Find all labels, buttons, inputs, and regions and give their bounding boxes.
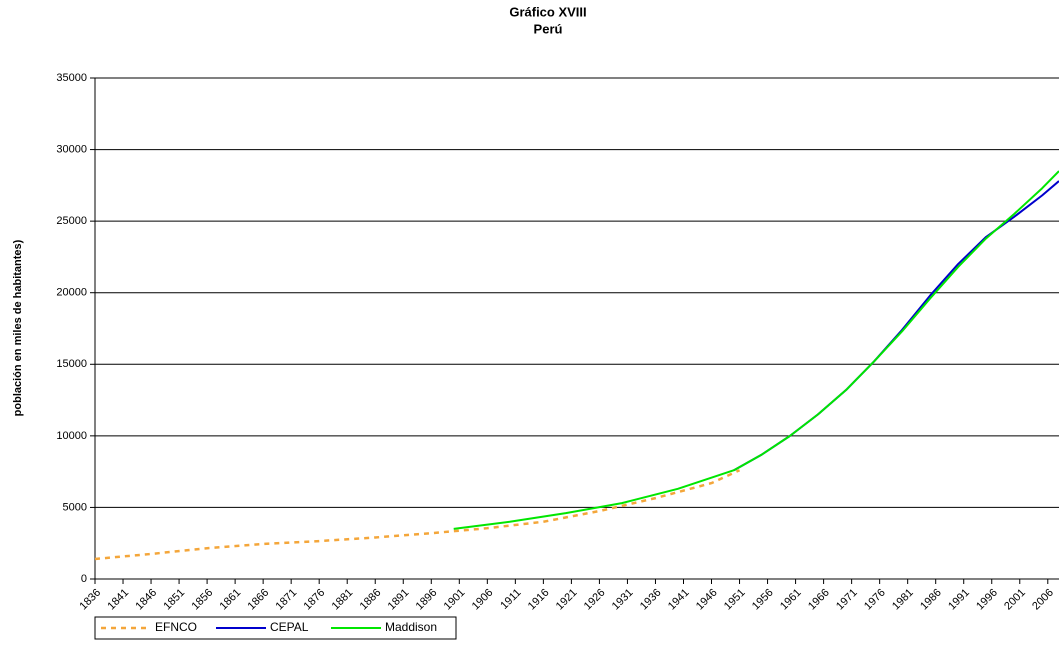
x-tick-label: 1991 — [946, 587, 972, 613]
x-tick-label: 1871 — [274, 587, 300, 613]
legend-label: Maddison — [385, 620, 437, 634]
x-tick-label: 1916 — [526, 587, 552, 613]
series-line — [94, 469, 741, 561]
x-tick-label: 1886 — [358, 587, 384, 613]
x-tick-label: 1966 — [806, 587, 832, 613]
x-tick-label: 2001 — [1002, 587, 1028, 613]
x-tick-label: 1981 — [890, 587, 916, 613]
series-line — [733, 180, 1059, 472]
x-tick-label: 1986 — [918, 587, 944, 613]
y-axis-title: población en miles de habitantes) — [12, 239, 24, 416]
chart-subtitle: Perú — [534, 21, 563, 36]
x-tick-label: 1941 — [666, 587, 692, 613]
x-tick-label: 1951 — [722, 587, 748, 613]
y-tick-label: 15000 — [56, 358, 87, 370]
x-tick-label: 1946 — [694, 587, 720, 613]
series-line — [453, 170, 1059, 530]
x-tick-label: 1866 — [246, 587, 272, 613]
x-tick-label: 1931 — [610, 587, 636, 613]
x-tick-label: 1936 — [638, 587, 664, 613]
x-tick-label: 1836 — [77, 587, 103, 613]
x-tick-label: 2006 — [1030, 587, 1056, 613]
x-tick-label: 1846 — [133, 587, 159, 613]
x-tick-label: 1891 — [386, 587, 412, 613]
y-tick-label: 20000 — [56, 287, 87, 299]
x-tick-label: 1856 — [189, 587, 215, 613]
x-tick-label: 1861 — [217, 587, 243, 613]
legend-label: CEPAL — [270, 620, 309, 634]
legend-label: EFNCO — [155, 620, 197, 634]
y-tick-label: 10000 — [56, 430, 87, 442]
x-tick-label: 1971 — [834, 587, 860, 613]
y-tick-label: 25000 — [56, 215, 87, 227]
y-tick-label: 0 — [81, 573, 87, 585]
y-tick-label: 5000 — [63, 501, 87, 513]
x-tick-label: 1961 — [778, 587, 804, 613]
x-tick-label: 1956 — [750, 587, 776, 613]
y-tick-label: 30000 — [56, 143, 87, 155]
legend-box — [94, 616, 457, 640]
x-tick-label: 1841 — [105, 587, 131, 613]
x-tick-label: 1996 — [974, 587, 1000, 613]
y-tick-label: 35000 — [56, 72, 87, 84]
x-tick-label: 1926 — [582, 587, 608, 613]
x-tick-label: 1921 — [554, 587, 580, 613]
x-tick-label: 1881 — [330, 587, 356, 613]
x-tick-label: 1851 — [161, 587, 187, 613]
x-tick-label: 1906 — [470, 587, 496, 613]
x-tick-label: 1911 — [498, 587, 523, 612]
x-tick-label: 1976 — [862, 587, 888, 613]
x-tick-label: 1896 — [414, 587, 440, 613]
x-tick-label: 1876 — [302, 587, 328, 613]
x-tick-label: 1901 — [442, 587, 468, 613]
chart-title: Gráfico XVIII — [509, 4, 586, 19]
